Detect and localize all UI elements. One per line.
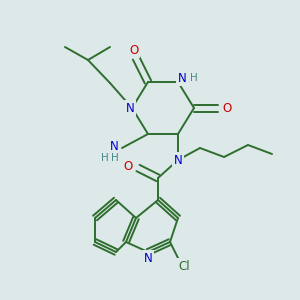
Text: O: O [129, 44, 139, 56]
Text: N: N [174, 154, 182, 166]
Text: N: N [126, 101, 134, 115]
Text: H: H [111, 153, 119, 163]
Text: H: H [190, 73, 198, 83]
Text: N: N [144, 251, 152, 265]
Text: Cl: Cl [178, 260, 190, 272]
Text: H: H [101, 153, 109, 163]
Text: O: O [123, 160, 133, 172]
Text: N: N [178, 71, 186, 85]
Text: O: O [222, 101, 232, 115]
Text: N: N [110, 140, 118, 152]
